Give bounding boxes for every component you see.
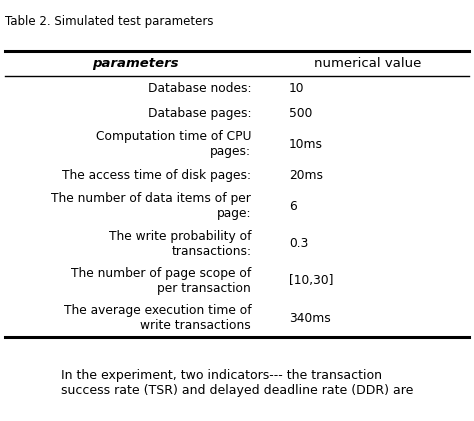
Text: parameters: parameters xyxy=(92,57,178,69)
Text: 10ms: 10ms xyxy=(289,138,323,151)
Text: The access time of disk pages:: The access time of disk pages: xyxy=(62,169,251,182)
Text: The average execution time of
write transactions: The average execution time of write tran… xyxy=(64,304,251,332)
Text: 0.3: 0.3 xyxy=(289,237,309,250)
Text: 6: 6 xyxy=(289,200,297,213)
Text: The write probability of
transactions:: The write probability of transactions: xyxy=(109,229,251,258)
Text: Database pages:: Database pages: xyxy=(148,107,251,120)
Text: 500: 500 xyxy=(289,107,312,120)
Text: In the experiment, two indicators--- the transaction
success rate (TSR) and dela: In the experiment, two indicators--- the… xyxy=(61,369,413,397)
Text: Computation time of CPU
pages:: Computation time of CPU pages: xyxy=(96,130,251,158)
Text: 340ms: 340ms xyxy=(289,312,331,325)
Text: 10: 10 xyxy=(289,82,305,95)
Text: The number of page scope of
per transaction: The number of page scope of per transact… xyxy=(71,267,251,295)
Text: Database nodes:: Database nodes: xyxy=(148,82,251,95)
Text: [10,30]: [10,30] xyxy=(289,274,334,288)
Text: numerical value: numerical value xyxy=(314,57,421,69)
Text: 20ms: 20ms xyxy=(289,169,323,182)
Text: The number of data items of per
page:: The number of data items of per page: xyxy=(51,192,251,220)
Text: Table 2. Simulated test parameters: Table 2. Simulated test parameters xyxy=(5,15,213,28)
